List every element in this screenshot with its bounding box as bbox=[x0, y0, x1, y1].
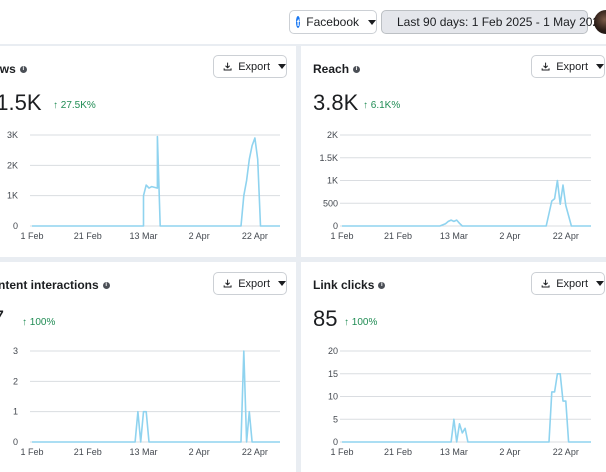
y-tick-label: 1K bbox=[327, 176, 338, 186]
x-tick-label: 22 Apr bbox=[242, 447, 268, 457]
x-tick-label: 1 Feb bbox=[20, 231, 43, 241]
y-tick-label: 3K bbox=[7, 130, 18, 140]
reach-card: Reach i Export 3.8K ↑ 6.1K% 0 500 1K 1.5K 2K… bbox=[301, 46, 606, 257]
series-line bbox=[342, 179, 591, 227]
info-icon[interactable]: i bbox=[353, 65, 361, 73]
x-tick-label: 2 Apr bbox=[499, 231, 520, 241]
date-range-selector[interactable]: Last 90 days: 1 Feb 2025 - 1 May 2025 bbox=[381, 10, 606, 34]
chevron-down-icon bbox=[278, 64, 286, 69]
download-icon bbox=[223, 62, 232, 71]
export-label: Export bbox=[238, 277, 270, 290]
x-tick-label: 21 Feb bbox=[74, 231, 102, 241]
metric-value: 7 bbox=[0, 307, 4, 331]
info-icon[interactable]: i bbox=[19, 65, 27, 73]
y-tick-label: 3 bbox=[13, 346, 18, 356]
x-tick-label: 1 Feb bbox=[330, 231, 353, 241]
y-tick-label: 5 bbox=[333, 414, 338, 424]
content-interactions-chart: 0 1 2 3 1 Feb 21 Feb 13 Mar 2 Apr 22 Apr bbox=[13, 346, 280, 457]
x-tick-label: 22 Apr bbox=[553, 447, 579, 457]
card-title-text: Views bbox=[0, 62, 16, 76]
export-label: Export bbox=[238, 60, 270, 73]
card-title-text: Reach bbox=[313, 62, 350, 76]
export-label: Export bbox=[556, 60, 588, 73]
avatar[interactable] bbox=[594, 10, 606, 34]
download-icon bbox=[223, 279, 232, 288]
card-title: Content interactions i bbox=[0, 278, 110, 292]
x-tick-label: 2 Apr bbox=[189, 447, 210, 457]
series-line bbox=[32, 350, 280, 443]
card-title: Reach i bbox=[313, 62, 361, 76]
y-tick-label: 0 bbox=[333, 437, 338, 447]
x-tick-label: 2 Apr bbox=[499, 447, 520, 457]
x-tick-label: 13 Mar bbox=[129, 447, 157, 457]
date-range-label: Last 90 days: 1 Feb 2025 - 1 May 2025 bbox=[397, 15, 606, 29]
metric-value: 21.5K bbox=[0, 90, 42, 115]
metric-change: ↑ 100% bbox=[344, 317, 378, 328]
x-tick-label: 21 Feb bbox=[384, 231, 412, 241]
series-line bbox=[32, 135, 280, 227]
x-tick-label: 22 Apr bbox=[242, 231, 268, 241]
y-tick-label: 2K bbox=[327, 130, 338, 140]
facebook-icon: f bbox=[296, 16, 301, 28]
export-button[interactable]: Export bbox=[213, 55, 287, 78]
x-tick-label: 13 Mar bbox=[440, 231, 468, 241]
reach-chart: 0 500 1K 1.5K 2K 1 Feb 21 Feb 13 Mar 2 Apr 22 Apr bbox=[319, 130, 591, 241]
metric-change: ↑ 6.1K% bbox=[363, 100, 401, 111]
x-tick-label: 21 Feb bbox=[384, 447, 412, 457]
metric-value: 3.8K bbox=[313, 90, 359, 115]
card-title: Views i bbox=[0, 62, 27, 76]
y-tick-label: 20 bbox=[328, 346, 338, 356]
top-bar: f Facebook Last 90 days: 1 Feb 2025 - 1 … bbox=[0, 0, 606, 44]
x-tick-label: 22 Apr bbox=[553, 231, 579, 241]
x-tick-label: 1 Feb bbox=[330, 447, 353, 457]
y-tick-label: 2 bbox=[13, 376, 18, 386]
y-tick-label: 0 bbox=[333, 221, 338, 231]
card-title: Link clicks i bbox=[313, 278, 386, 292]
series-line bbox=[342, 373, 591, 443]
export-button[interactable]: Export bbox=[531, 272, 605, 295]
content-interactions-card: Content interactions i Export 7 ↑ 100% 0… bbox=[0, 262, 296, 472]
metric-change: ↑ 27.5K% bbox=[53, 100, 96, 111]
platform-label: Facebook bbox=[306, 15, 359, 29]
x-tick-label: 13 Mar bbox=[129, 231, 157, 241]
card-title-text: Content interactions bbox=[0, 278, 99, 292]
y-tick-label: 1.5K bbox=[319, 153, 338, 163]
chevron-down-icon bbox=[368, 19, 376, 25]
y-tick-label: 1K bbox=[7, 191, 18, 201]
x-tick-label: 13 Mar bbox=[440, 447, 468, 457]
download-icon bbox=[541, 62, 550, 71]
y-tick-label: 500 bbox=[323, 198, 338, 208]
chevron-down-icon bbox=[596, 64, 604, 69]
info-icon[interactable]: i bbox=[102, 281, 110, 289]
card-title-text: Link clicks bbox=[313, 278, 375, 292]
link-clicks-chart: 0 5 10 15 20 1 Feb 21 Feb 13 Mar 2 Apr 22 Apr bbox=[328, 346, 591, 457]
platform-selector[interactable]: f Facebook bbox=[289, 10, 377, 34]
chevron-down-icon bbox=[596, 281, 604, 286]
info-icon[interactable]: i bbox=[378, 281, 386, 289]
x-tick-label: 1 Feb bbox=[20, 447, 43, 457]
views-chart: 0 1K 2K 3K 1 Feb 21 Feb 13 Mar 2 Apr 22 Apr bbox=[7, 130, 280, 241]
y-tick-label: 2K bbox=[7, 160, 18, 170]
export-button[interactable]: Export bbox=[531, 55, 605, 78]
download-icon bbox=[541, 279, 550, 288]
x-tick-label: 21 Feb bbox=[74, 447, 102, 457]
y-tick-label: 15 bbox=[328, 369, 338, 379]
y-tick-label: 1 bbox=[13, 407, 18, 417]
chevron-down-icon bbox=[278, 281, 286, 286]
metric-change: ↑ 100% bbox=[22, 317, 56, 328]
y-tick-label: 0 bbox=[13, 437, 18, 447]
metric-value: 85 bbox=[313, 306, 338, 331]
link-clicks-card: Link clicks i Export 85 ↑ 100% 0 5 10 15 20 1… bbox=[301, 262, 606, 472]
x-tick-label: 2 Apr bbox=[189, 231, 210, 241]
export-button[interactable]: Export bbox=[213, 272, 287, 295]
export-label: Export bbox=[556, 277, 588, 290]
views-card: Views i Export 21.5K ↑ 27.5K% 0 1K 2K 3K 1 F… bbox=[0, 46, 296, 257]
y-tick-label: 10 bbox=[328, 392, 338, 402]
y-tick-label: 0 bbox=[13, 221, 18, 231]
